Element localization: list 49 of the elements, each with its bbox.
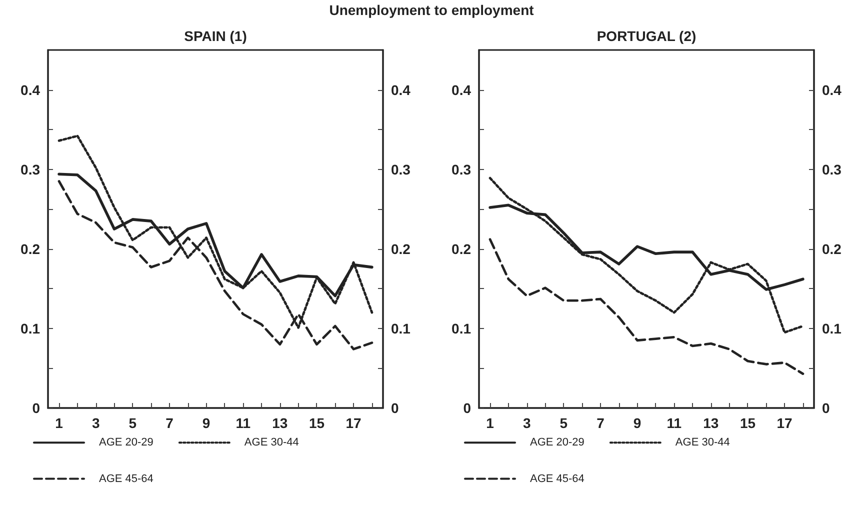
y2-tick-label: 0.1 xyxy=(391,320,411,336)
y2-tick-label: 0.4 xyxy=(822,82,842,98)
x-tick-label: 11 xyxy=(236,415,251,431)
legend-label: AGE 30-44 xyxy=(675,436,730,449)
y2-tick-label: 0.2 xyxy=(391,240,411,257)
y-tick-label: 0.2 xyxy=(20,240,40,257)
y-tick-label: 0.3 xyxy=(20,161,40,178)
x-tick-label: 3 xyxy=(92,415,100,431)
chart-title: SPAIN (1) xyxy=(184,28,247,44)
x-tick-label: 5 xyxy=(128,415,137,431)
y-tick-label: 0 xyxy=(32,400,40,416)
y-tick-label: 0.4 xyxy=(452,82,472,98)
y2-tick-label: 0.2 xyxy=(822,240,842,257)
x-tick-label: 15 xyxy=(740,415,756,431)
x-tick-label: 5 xyxy=(560,415,568,431)
x-tick-label: 3 xyxy=(522,415,531,431)
x-tick-label: 9 xyxy=(202,415,210,431)
legend-label: AGE 45-64 xyxy=(530,472,584,485)
y2-tick-label: 0.3 xyxy=(391,161,411,178)
y2-tick-label: 0 xyxy=(822,400,830,416)
y-tick-label: 0.2 xyxy=(452,240,472,257)
x-tick-label: 17 xyxy=(776,415,793,431)
legend-label: AGE 45-64 xyxy=(99,472,154,485)
line-series xyxy=(488,238,804,375)
text: Unemployment to employment xyxy=(329,2,534,18)
y-tick-label: 0.3 xyxy=(452,161,472,178)
legend-label: AGE 30-44 xyxy=(244,436,299,449)
x-tick-label: 1 xyxy=(55,415,64,431)
x-tick-label: 7 xyxy=(166,415,174,431)
y2-tick-label: 0.3 xyxy=(822,161,842,178)
y-tick-label: 0.4 xyxy=(20,82,40,98)
x-tick-label: 15 xyxy=(308,415,325,431)
y2-tick-label: 0 xyxy=(391,400,399,416)
legend-label: AGE 20-29 xyxy=(99,436,154,449)
y2-tick-label: 0.1 xyxy=(822,320,842,336)
legend-label: AGE 20-29 xyxy=(530,436,584,449)
y-tick-label: 0.1 xyxy=(20,320,40,336)
x-tick-label: 9 xyxy=(633,415,642,431)
y-tick-label: 0.1 xyxy=(452,320,472,336)
x-tick-label: 13 xyxy=(272,415,288,431)
y2-tick-label: 0.4 xyxy=(391,82,411,98)
x-tick-label: 7 xyxy=(596,415,605,431)
line-series xyxy=(488,176,804,334)
x-tick-label: 13 xyxy=(703,415,719,431)
chart-title: PORTUGAL (2) xyxy=(596,28,696,44)
x-tick-label: 11 xyxy=(666,415,682,431)
x-tick-label: 17 xyxy=(346,415,362,431)
x-tick-label: 1 xyxy=(486,415,494,431)
y-tick-label: 0 xyxy=(463,400,472,416)
